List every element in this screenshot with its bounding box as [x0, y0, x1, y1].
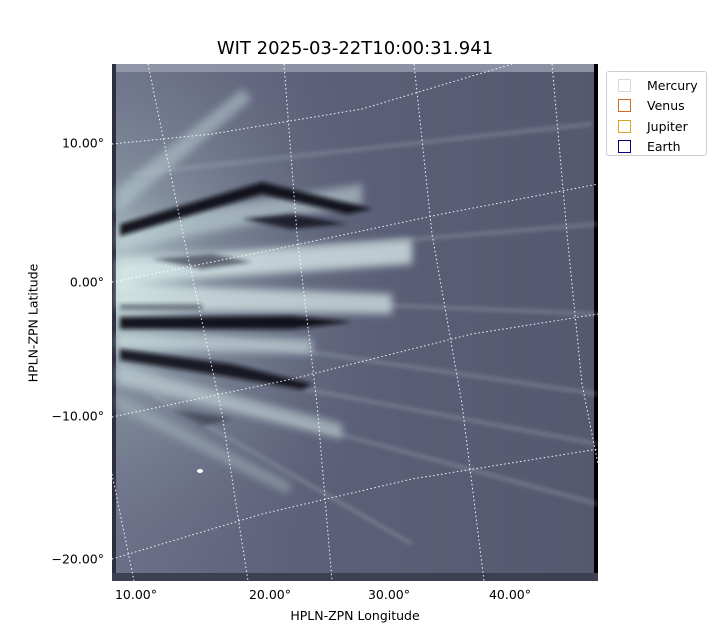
x-tick-label: 10.00° [114, 587, 158, 602]
legend: Mercury Venus Jupiter Earth [606, 71, 707, 156]
plot-title: WIT 2025-03-22T10:00:31.941 [216, 38, 494, 59]
legend-label: Mercury [647, 77, 698, 93]
x-tick-label: 30.00° [367, 587, 411, 602]
bright-star [197, 469, 203, 473]
legend-label: Earth [647, 139, 681, 155]
legend-item-earth: Earth [607, 137, 706, 158]
coronagraph-image [112, 64, 598, 581]
legend-swatch-earth [618, 140, 631, 154]
legend-swatch-mercury [618, 78, 631, 92]
x-tick-label: 40.00° [488, 587, 532, 602]
legend-swatch-jupiter [618, 119, 631, 133]
legend-label: Jupiter [647, 118, 688, 134]
y-tick-label: −10.00° [51, 408, 104, 424]
y-tick-label: 10.00° [61, 135, 104, 151]
coordinate-grid [112, 64, 598, 581]
x-axis-label: HPLN-ZPN Longitude [290, 608, 420, 623]
y-tick-label: −20.00° [51, 551, 104, 567]
legend-swatch-venus [618, 99, 631, 113]
legend-item-venus: Venus [607, 96, 706, 117]
plot-area [112, 64, 598, 581]
legend-item-mercury: Mercury [607, 75, 706, 96]
y-axis-label: HPLN-ZPN Latitude [25, 263, 41, 383]
y-tick-label: 0.00° [69, 274, 104, 290]
legend-label: Venus [647, 98, 685, 114]
x-tick-label: 20.00° [248, 587, 292, 602]
legend-item-jupiter: Jupiter [607, 116, 706, 137]
